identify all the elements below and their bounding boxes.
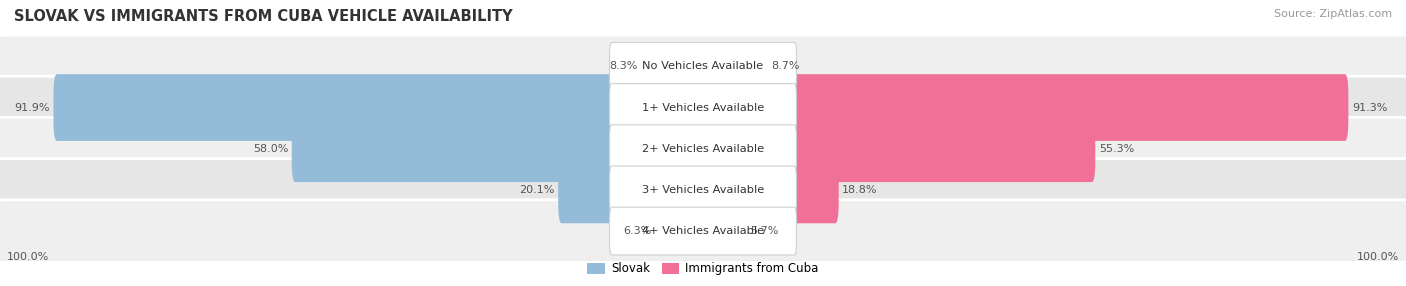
FancyBboxPatch shape: [790, 156, 838, 223]
FancyBboxPatch shape: [0, 76, 1406, 139]
FancyBboxPatch shape: [610, 207, 796, 255]
Text: Source: ZipAtlas.com: Source: ZipAtlas.com: [1274, 9, 1392, 19]
FancyBboxPatch shape: [610, 84, 796, 132]
FancyBboxPatch shape: [0, 35, 1406, 98]
FancyBboxPatch shape: [610, 166, 796, 214]
FancyBboxPatch shape: [790, 74, 1348, 141]
FancyBboxPatch shape: [790, 115, 1095, 182]
Text: 58.0%: 58.0%: [253, 144, 288, 154]
Text: 100.0%: 100.0%: [7, 252, 49, 262]
Text: 3+ Vehicles Available: 3+ Vehicles Available: [643, 185, 763, 195]
Text: 6.3%: 6.3%: [623, 226, 652, 236]
Legend: Slovak, Immigrants from Cuba: Slovak, Immigrants from Cuba: [582, 258, 824, 280]
Text: 4+ Vehicles Available: 4+ Vehicles Available: [643, 226, 763, 236]
Text: 20.1%: 20.1%: [519, 185, 554, 195]
Text: 91.3%: 91.3%: [1353, 103, 1388, 112]
FancyBboxPatch shape: [558, 156, 616, 223]
Text: No Vehicles Available: No Vehicles Available: [643, 61, 763, 71]
FancyBboxPatch shape: [610, 42, 796, 90]
Text: 91.9%: 91.9%: [14, 103, 49, 112]
Text: 55.3%: 55.3%: [1099, 144, 1135, 154]
FancyBboxPatch shape: [0, 118, 1406, 180]
FancyBboxPatch shape: [0, 159, 1406, 221]
FancyBboxPatch shape: [610, 125, 796, 173]
Text: 100.0%: 100.0%: [1357, 252, 1399, 262]
Text: 1+ Vehicles Available: 1+ Vehicles Available: [643, 103, 763, 112]
Text: 8.3%: 8.3%: [609, 61, 638, 71]
Text: 2+ Vehicles Available: 2+ Vehicles Available: [643, 144, 763, 154]
Text: 8.7%: 8.7%: [772, 61, 800, 71]
Text: 5.7%: 5.7%: [751, 226, 779, 236]
Text: SLOVAK VS IMMIGRANTS FROM CUBA VEHICLE AVAILABILITY: SLOVAK VS IMMIGRANTS FROM CUBA VEHICLE A…: [14, 9, 513, 23]
Text: 18.8%: 18.8%: [842, 185, 877, 195]
FancyBboxPatch shape: [292, 115, 616, 182]
FancyBboxPatch shape: [0, 200, 1406, 262]
FancyBboxPatch shape: [53, 74, 616, 141]
